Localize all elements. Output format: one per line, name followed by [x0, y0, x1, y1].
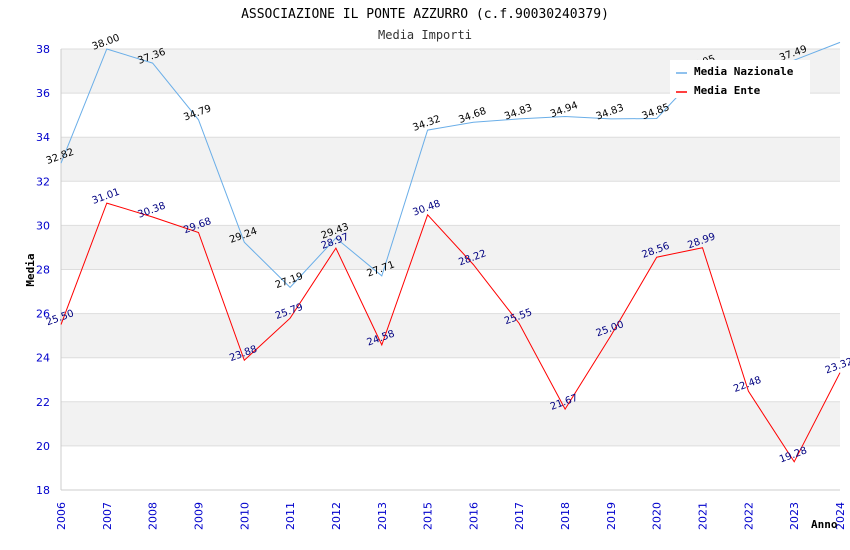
data-label: 31.01: [91, 187, 122, 207]
x-tick-label: 2007: [101, 502, 114, 530]
y-tick-label: 22: [36, 396, 50, 409]
x-tick-label: 2010: [238, 502, 251, 530]
x-tick-label: 2015: [422, 502, 435, 530]
grid-band: [61, 225, 840, 270]
x-tick-label: 2013: [376, 502, 389, 530]
y-tick-labels: 18 20 22 24 26 28 30 32 34 36 38: [36, 43, 50, 497]
x-tick-label: 2011: [284, 502, 297, 530]
data-label: 19.28: [778, 445, 809, 465]
x-tick-label: 2023: [788, 502, 801, 530]
data-label: 30.48: [411, 198, 442, 218]
x-tick-label: 2024: [834, 502, 847, 530]
x-tick-label: 2017: [513, 502, 526, 530]
x-tick-label: 2012: [330, 502, 343, 530]
grid-band: [61, 313, 840, 358]
grid-band: [61, 137, 840, 182]
y-tick-label: 28: [36, 264, 50, 277]
data-label: 27.19: [274, 271, 305, 291]
y-tick-label: 30: [36, 219, 50, 232]
x-tick-label: 2020: [651, 502, 664, 530]
grid-bands: [61, 49, 840, 446]
chart-title: ASSOCIAZIONE IL PONTE AZZURRO (c.f.90030…: [241, 7, 609, 22]
x-tick-label: 2021: [697, 502, 710, 530]
y-tick-label: 26: [36, 308, 50, 321]
data-label: 34.85: [641, 102, 672, 122]
legend-box: [670, 60, 810, 98]
x-tick-labels: 2006 2007 2008 2009 2010 2011 2012 2013 2015 2016…: [55, 502, 847, 530]
data-label: 34.32: [411, 114, 442, 134]
data-label: 22.48: [732, 375, 763, 395]
legend-label-nazionale: Media Nazionale: [694, 65, 794, 78]
y-tick-label: 24: [36, 352, 50, 365]
x-tick-label: 2006: [55, 502, 68, 530]
y-tick-label: 36: [36, 87, 50, 100]
y-tick-label: 18: [36, 484, 50, 497]
data-label: 23.32: [824, 356, 850, 376]
x-tick-label: 2022: [742, 502, 755, 530]
x-tick-label: 2016: [467, 502, 480, 530]
y-tick-label: 32: [36, 175, 50, 188]
data-label: 34.83: [503, 102, 534, 122]
x-axis-label: Anno: [811, 518, 838, 531]
y-axis-label: Media: [24, 253, 37, 286]
y-tick-label: 20: [36, 440, 50, 453]
series-line-ente: [60, 202, 841, 463]
y-tick-label: 38: [36, 43, 50, 56]
legend-label-ente: Media Ente: [694, 84, 761, 97]
data-label: 30.38: [136, 201, 167, 221]
data-label: 34.83: [595, 102, 626, 122]
legend: Media Nazionale Media Ente: [670, 60, 810, 98]
data-label: 34.79: [182, 103, 213, 123]
x-tick-label: 2008: [147, 502, 160, 530]
y-tick-label: 34: [36, 131, 50, 144]
x-tick-label: 2018: [559, 502, 572, 530]
chart-subtitle: Media Importi: [378, 28, 472, 42]
grid-band: [61, 401, 840, 446]
data-label: 34.68: [457, 106, 488, 126]
x-tick-label: 2009: [192, 502, 205, 530]
x-tick-label: 2019: [605, 502, 618, 530]
